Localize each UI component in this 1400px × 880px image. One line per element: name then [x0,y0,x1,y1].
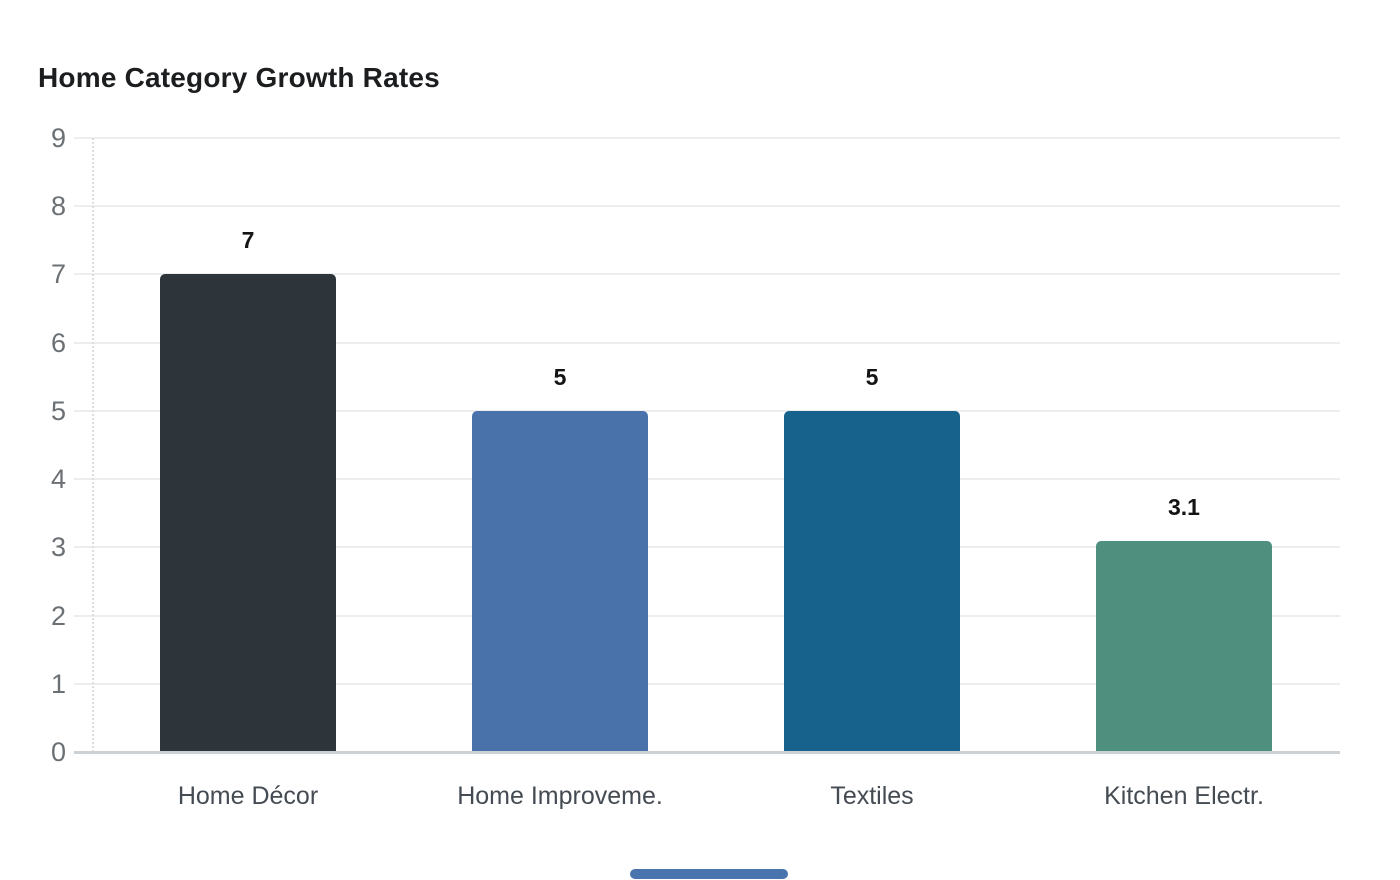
gridline-y1 [74,682,1340,685]
gridline-y8 [74,205,1340,208]
y-tick-label: 9 [50,123,66,153]
y-tick-label: 8 [50,191,66,222]
gridline-y7 [74,273,1340,276]
bar-value-label: 7 [241,227,255,254]
bar-value-label: 5 [865,363,879,390]
gridline-y6 [74,341,1340,344]
y-tick-label: 2 [50,600,66,631]
bar-kitchen-electr[interactable] [1096,540,1272,752]
horizontal-scrollbar-thumb[interactable] [630,869,788,879]
x-axis-category-label: Textiles [830,782,914,810]
bar-home-d-cor[interactable] [160,274,336,752]
y-axis-line [92,138,94,752]
y-tick-label: 5 [50,395,66,426]
gridline-y4 [74,478,1340,481]
y-tick-label: 4 [50,464,66,495]
bar-value-label: 5 [553,363,567,390]
x-axis-category-label: Home Décor [177,782,319,810]
bar-home-improveme[interactable] [472,410,648,752]
y-tick-label: 0 [50,737,66,767]
gridline-y9 [74,137,1340,139]
y-tick-label: 1 [50,668,66,699]
y-tick-label: 3 [50,532,66,563]
x-axis-category-label: Kitchen Electr. [1104,782,1264,810]
gridline-y2 [74,614,1340,617]
y-tick-label: 7 [50,259,66,290]
chart-title: Home Category Growth Rates [38,62,440,93]
y-tick-label: 6 [50,327,66,358]
gridline-y5 [74,409,1340,412]
x-axis-baseline [74,751,1340,754]
bar-textiles[interactable] [784,410,960,752]
gridline-y3 [74,546,1340,549]
x-axis-category-label: Home Improveme. [457,782,663,810]
bar-value-label: 3.1 [1168,493,1200,520]
